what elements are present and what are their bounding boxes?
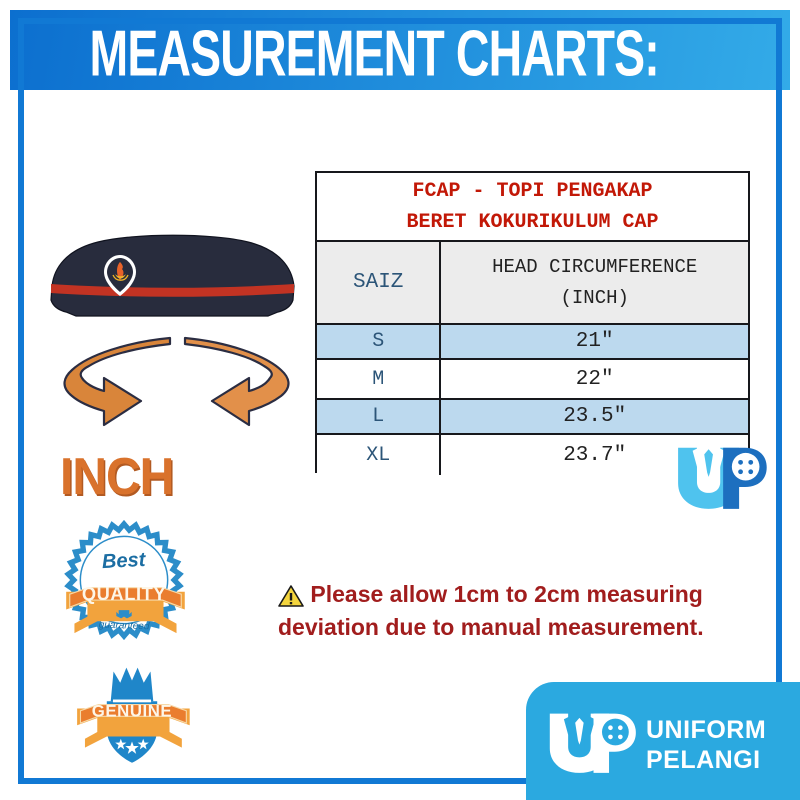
svg-text:GENUINE: GENUINE bbox=[92, 701, 172, 720]
svg-text:QUALITY: QUALITY bbox=[82, 583, 166, 604]
svg-text:Best: Best bbox=[101, 549, 147, 573]
svg-text:guaranteed: guaranteed bbox=[99, 620, 150, 633]
